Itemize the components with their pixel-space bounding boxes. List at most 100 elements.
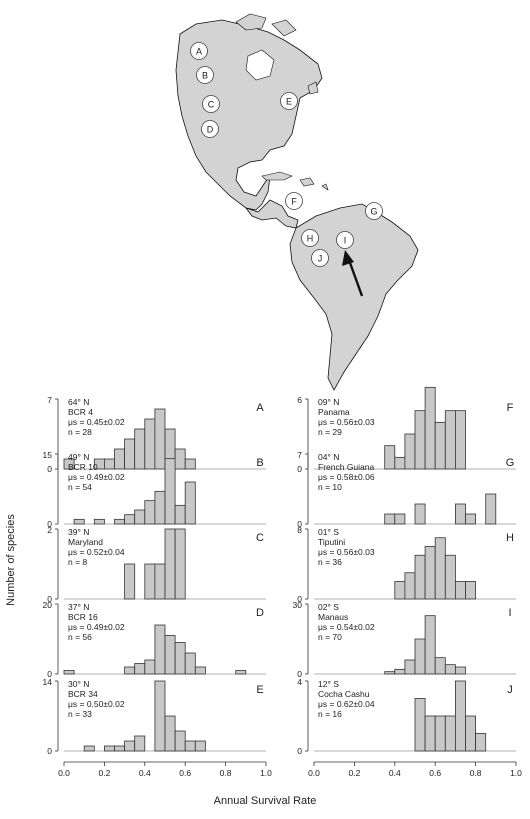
svg-text:J: J — [318, 254, 323, 264]
histogram-bar — [144, 563, 156, 600]
panel-latitude: 39° N — [68, 527, 89, 537]
y-axis-label: Number of species — [5, 514, 17, 606]
y-tick-label-zero: 0 — [297, 669, 302, 679]
panel-site: French Guiana — [318, 462, 374, 472]
histogram-bar — [414, 503, 426, 525]
panel-sample-size: n = 70 — [318, 632, 342, 642]
hudson-bay — [245, 49, 275, 81]
histogram-bar — [114, 745, 125, 752]
panel-mean-survival: μs = 0.62±0.04 — [318, 699, 375, 709]
panel-site: Maryland — [68, 537, 103, 547]
panel-letter: C — [256, 532, 264, 544]
histogram-bar — [424, 615, 436, 675]
svg-text:I: I — [344, 236, 347, 246]
panel-latitude: 49° N — [68, 452, 89, 462]
y-tick-label-zero: 0 — [47, 669, 52, 679]
histogram-bar — [194, 740, 206, 752]
x-tick-label: 1.0 — [260, 768, 272, 778]
panel-site: BCR 16 — [68, 612, 98, 622]
y-tick-label-top: 14 — [43, 677, 53, 687]
histogram-bar — [384, 445, 396, 470]
histogram-bar — [164, 528, 176, 600]
x-tick-label: 0.0 — [58, 768, 70, 778]
svg-text:G: G — [370, 207, 377, 217]
histogram-bar — [454, 410, 466, 470]
y-tick-label-top: 7 — [47, 395, 52, 405]
histogram-bar — [134, 428, 146, 470]
svg-text:D: D — [207, 125, 214, 135]
panel-site: BCR 10 — [68, 462, 98, 472]
panel-sample-size: n = 28 — [68, 427, 92, 437]
histogram-bar — [475, 733, 487, 752]
panel-latitude: 01° S — [318, 527, 339, 537]
y-tick-label-zero: 0 — [297, 746, 302, 756]
panel-letter: F — [507, 402, 514, 414]
histogram-bar — [465, 513, 477, 525]
y-tick-label-top: 2 — [47, 525, 52, 535]
histogram-bar — [404, 433, 416, 470]
histogram-bar — [144, 418, 156, 470]
histogram-bar — [424, 715, 436, 752]
histogram-bar — [394, 581, 406, 600]
histogram-bar — [154, 490, 166, 525]
histogram-bar — [454, 666, 466, 675]
y-tick-label-top: 7 — [297, 450, 302, 460]
histogram-bar — [394, 668, 406, 675]
histogram-bar — [454, 581, 466, 600]
panel-sample-size: n = 56 — [68, 632, 92, 642]
y-tick-label-zero: 0 — [297, 519, 302, 529]
x-tick-label: 0.2 — [348, 768, 360, 778]
histogram-bar — [384, 671, 396, 675]
histogram-bar — [134, 509, 146, 525]
y-tick-label-top: 30 — [293, 600, 303, 610]
histogram-bar — [444, 715, 456, 752]
histogram-bar — [394, 456, 406, 470]
histogram-bar — [444, 664, 456, 675]
x-tick-label: 0.8 — [470, 768, 482, 778]
histogram-bar — [434, 537, 446, 600]
histogram-bar — [93, 518, 105, 525]
histogram-bar — [194, 666, 206, 675]
panel-letter: I — [508, 607, 511, 619]
panel-letter: D — [256, 607, 264, 619]
panel-latitude: 09° N — [318, 397, 339, 407]
panel-letter: G — [506, 457, 515, 469]
x-tick-label: 0.2 — [98, 768, 110, 778]
histogram-bar — [174, 448, 186, 470]
histogram-bar — [104, 458, 115, 470]
y-tick-label-zero: 0 — [47, 594, 52, 604]
histogram-bar — [434, 421, 446, 470]
histogram-bar — [124, 666, 136, 675]
histogram-bar — [174, 642, 186, 675]
x-tick-label: 0.4 — [139, 768, 151, 778]
panel-latitude: 04° N — [318, 452, 339, 462]
histogram-bar — [414, 638, 426, 675]
histogram-bar — [434, 715, 446, 752]
histogram-bar — [124, 563, 136, 600]
panel-mean-survival: μs = 0.54±0.02 — [318, 622, 375, 632]
panel-sample-size: n = 29 — [318, 427, 342, 437]
histogram-bar — [394, 513, 406, 525]
histogram-bar — [465, 715, 477, 752]
site-marker-i: I — [336, 231, 354, 249]
panel-mean-survival: μs = 0.50±0.02 — [68, 699, 125, 709]
histogram-bar — [154, 680, 166, 752]
arctic-islands — [235, 13, 297, 37]
histogram-bar — [414, 554, 426, 600]
histogram-bar — [414, 698, 426, 752]
x-axis-label: Annual Survival Rate — [214, 795, 317, 807]
site-marker-d: D — [201, 120, 219, 138]
panel-mean-survival: μs = 0.49±0.02 — [68, 622, 125, 632]
histogram-bar — [444, 410, 456, 470]
y-tick-label-zero: 0 — [297, 464, 302, 474]
histogram-bar — [124, 740, 136, 752]
map-arrow-head — [342, 250, 354, 266]
panel-letter: E — [256, 684, 263, 696]
central-america — [244, 199, 299, 229]
histogram-bar — [154, 563, 166, 600]
north-america-landmass — [175, 19, 323, 211]
histogram-bar — [404, 659, 416, 675]
